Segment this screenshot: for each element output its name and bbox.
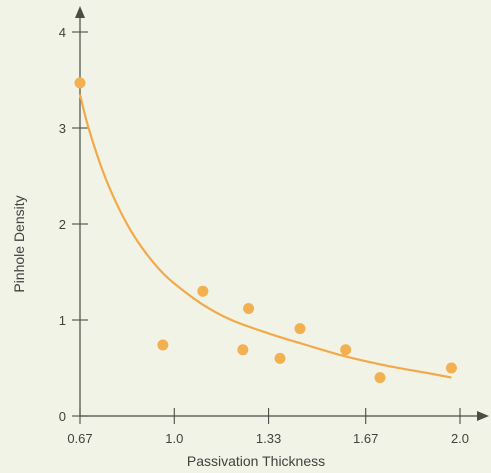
- data-point: [243, 302, 255, 314]
- y-tick-label: 0: [59, 409, 66, 424]
- x-tick-label: 1.0: [165, 431, 183, 446]
- y-axis-title: Pinhole Density: [11, 195, 27, 292]
- fit-curve: [78, 94, 452, 379]
- data-point: [197, 285, 209, 297]
- x-axis-title: Passivation Thickness: [187, 453, 325, 469]
- y-axis-arrow-icon: [75, 6, 85, 18]
- fit-curve-layer: [78, 94, 452, 379]
- data-point: [74, 77, 86, 89]
- data-point: [274, 352, 286, 364]
- x-tick-label: 2.0: [451, 431, 469, 446]
- data-point: [445, 362, 457, 374]
- data-point: [294, 323, 306, 335]
- y-tick-label: 1: [59, 313, 66, 328]
- x-tick-label: 1.33: [256, 431, 281, 446]
- axes: 0 1 2 3 4 0.67 1.0 1.33 1.67 2.0: [59, 6, 489, 446]
- data-points: [74, 77, 457, 384]
- data-point: [374, 372, 386, 384]
- x-tick-label: 0.67: [67, 431, 92, 446]
- y-tick-label: 2: [59, 217, 66, 232]
- data-point: [340, 344, 352, 356]
- data-point: [237, 344, 249, 356]
- x-axis-arrow-icon: [477, 411, 489, 421]
- y-tick-label: 4: [59, 25, 66, 40]
- y-tick-label: 3: [59, 121, 66, 136]
- x-tick-label: 1.67: [353, 431, 378, 446]
- data-point: [157, 339, 169, 351]
